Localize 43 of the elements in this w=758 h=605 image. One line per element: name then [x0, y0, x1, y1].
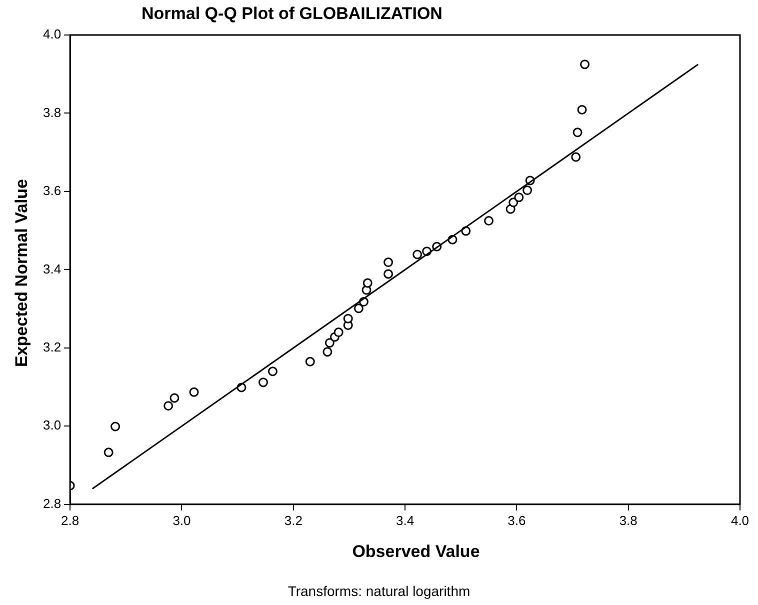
y-tick-label: 3.6: [42, 183, 62, 198]
point: [189, 387, 199, 397]
text: Transforms: natural logarithm: [286, 583, 472, 599]
x-tick-label: 3.2: [284, 512, 302, 528]
x-tick-label: 4.0: [730, 512, 750, 528]
y-axis-title: Expected Normal Value: [12, 178, 32, 368]
point: [343, 314, 353, 324]
point: [110, 422, 120, 432]
point: [580, 60, 590, 70]
point: [384, 258, 394, 268]
x-tick-label: 3.0: [172, 512, 191, 528]
point: [514, 192, 524, 202]
x-axis-title: Observed Value: [351, 542, 481, 562]
x-tick-label: 3.8: [619, 512, 638, 528]
y-tick-label: 2.8: [42, 496, 62, 511]
chart-title: Normal Q-Q Plot of GLOBAILIZATION: [140, 4, 444, 24]
x-tick-label: 3.6: [508, 512, 526, 528]
y-tick-label: 4.0: [42, 26, 62, 42]
point: [572, 128, 582, 138]
x-tick-label: 3.4: [396, 512, 414, 528]
point: [384, 269, 394, 279]
point: [322, 347, 332, 357]
point: [104, 448, 114, 458]
point: [258, 378, 268, 388]
point: [334, 328, 344, 338]
point: [484, 216, 494, 226]
y-tick-label: 3.8: [42, 104, 62, 120]
y-tick-label: 3.4: [42, 261, 62, 276]
y-tick-label: 3.2: [42, 340, 62, 355]
point: [170, 393, 180, 403]
point: [522, 186, 532, 196]
point: [268, 366, 278, 376]
point: [362, 278, 372, 288]
point: [164, 401, 174, 411]
point: [508, 198, 518, 208]
point: [354, 304, 364, 314]
point: [571, 152, 581, 162]
point: [577, 104, 587, 114]
point: [305, 356, 315, 366]
y-tick-label: 3.0: [42, 418, 62, 433]
point: [324, 338, 334, 348]
point: [412, 250, 422, 260]
x-tick-label: 2.8: [61, 512, 80, 528]
